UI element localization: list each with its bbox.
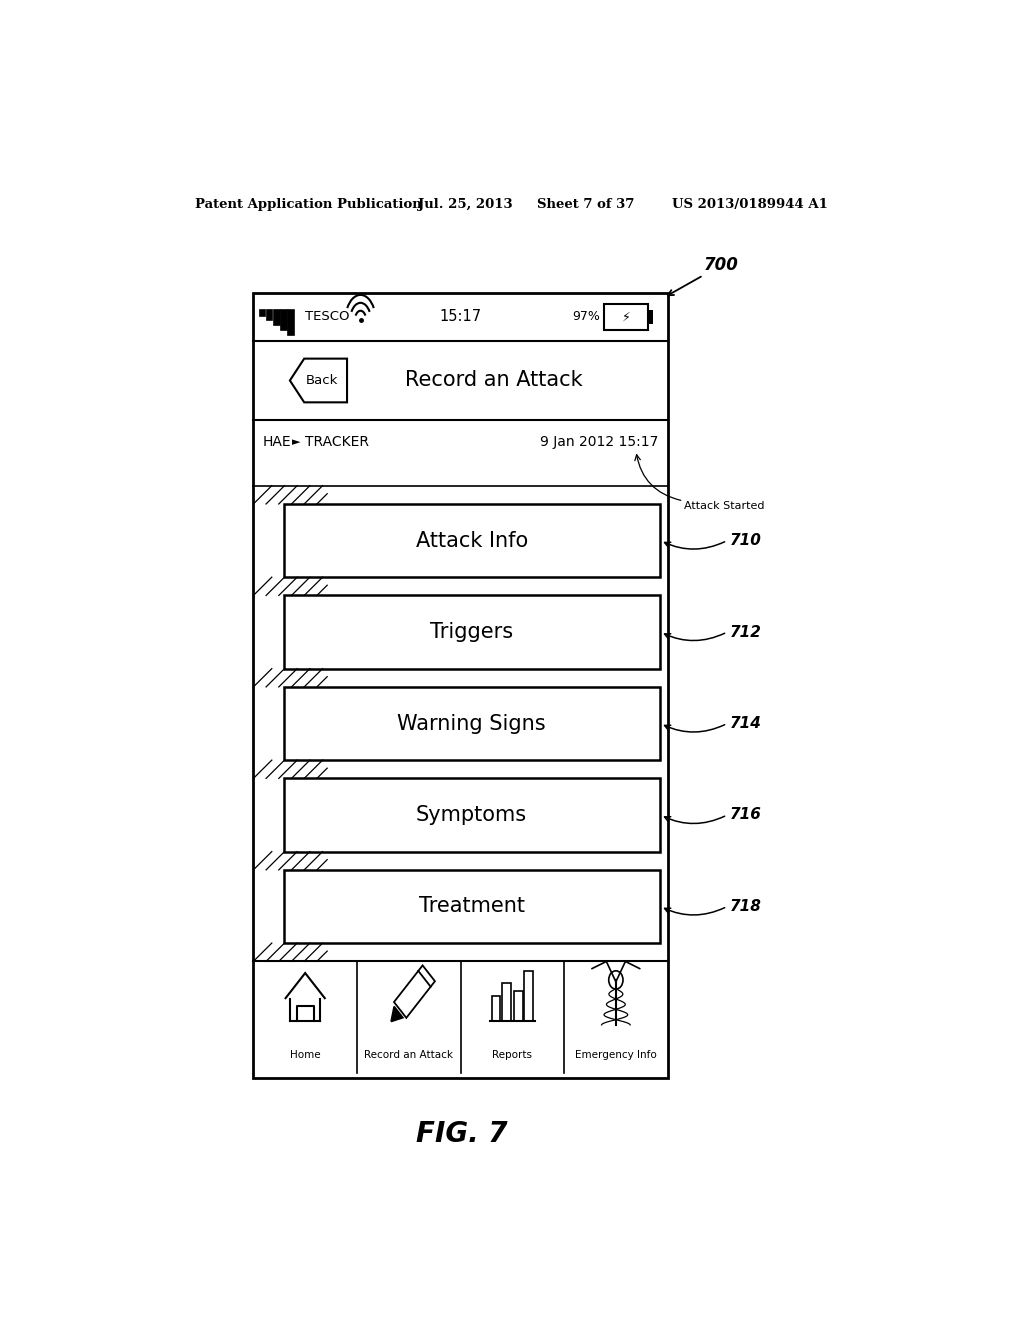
Text: FIG. 7: FIG. 7: [416, 1121, 507, 1148]
Polygon shape: [391, 1007, 402, 1022]
Text: Record an Attack: Record an Attack: [365, 1049, 454, 1060]
Text: Patent Application Publication: Patent Application Publication: [196, 198, 422, 211]
Text: 9 Jan 2012 15:17: 9 Jan 2012 15:17: [540, 436, 658, 450]
Bar: [284, 595, 659, 669]
Text: 714: 714: [729, 715, 762, 731]
Bar: [284, 686, 659, 760]
Text: Jul. 25, 2013: Jul. 25, 2013: [418, 198, 512, 211]
Text: Sheet 7 of 37: Sheet 7 of 37: [537, 198, 634, 211]
Text: Reports: Reports: [493, 1049, 532, 1060]
Bar: [502, 983, 511, 1022]
Bar: [284, 870, 659, 942]
Text: Treatment: Treatment: [419, 896, 524, 916]
Bar: [492, 997, 501, 1022]
Text: ►: ►: [292, 437, 300, 447]
Bar: [274, 310, 280, 325]
Text: Triggers: Triggers: [430, 622, 513, 642]
Bar: [282, 310, 287, 330]
Text: TESCO: TESCO: [305, 310, 349, 323]
Text: Warning Signs: Warning Signs: [397, 714, 546, 734]
Text: US 2013/0189944 A1: US 2013/0189944 A1: [672, 198, 827, 211]
Circle shape: [608, 970, 623, 989]
Text: 718: 718: [729, 899, 762, 913]
Text: Attack Started: Attack Started: [684, 502, 764, 511]
Text: 712: 712: [729, 624, 762, 640]
Bar: [260, 310, 265, 315]
Bar: [514, 991, 522, 1022]
Text: ⚡: ⚡: [622, 310, 631, 323]
Polygon shape: [290, 359, 347, 403]
Text: 710: 710: [729, 533, 762, 548]
Text: HAE: HAE: [263, 436, 292, 450]
Text: 716: 716: [729, 808, 762, 822]
Text: Emergency Info: Emergency Info: [575, 1049, 656, 1060]
Bar: [284, 779, 659, 851]
Bar: [284, 504, 659, 577]
Bar: [648, 310, 652, 323]
Bar: [289, 310, 294, 335]
Text: Attack Info: Attack Info: [416, 531, 527, 550]
Text: 15:17: 15:17: [439, 309, 481, 325]
Polygon shape: [394, 965, 435, 1018]
Text: 97%: 97%: [572, 310, 600, 323]
Bar: [524, 970, 532, 1022]
Text: Record an Attack: Record an Attack: [404, 371, 583, 391]
Bar: [267, 310, 272, 319]
FancyBboxPatch shape: [253, 293, 668, 1078]
Text: 700: 700: [703, 256, 738, 275]
Bar: [604, 304, 648, 330]
Text: Symptoms: Symptoms: [416, 805, 527, 825]
Text: TRACKER: TRACKER: [305, 436, 369, 450]
Text: Back: Back: [306, 374, 339, 387]
Text: Home: Home: [290, 1049, 321, 1060]
